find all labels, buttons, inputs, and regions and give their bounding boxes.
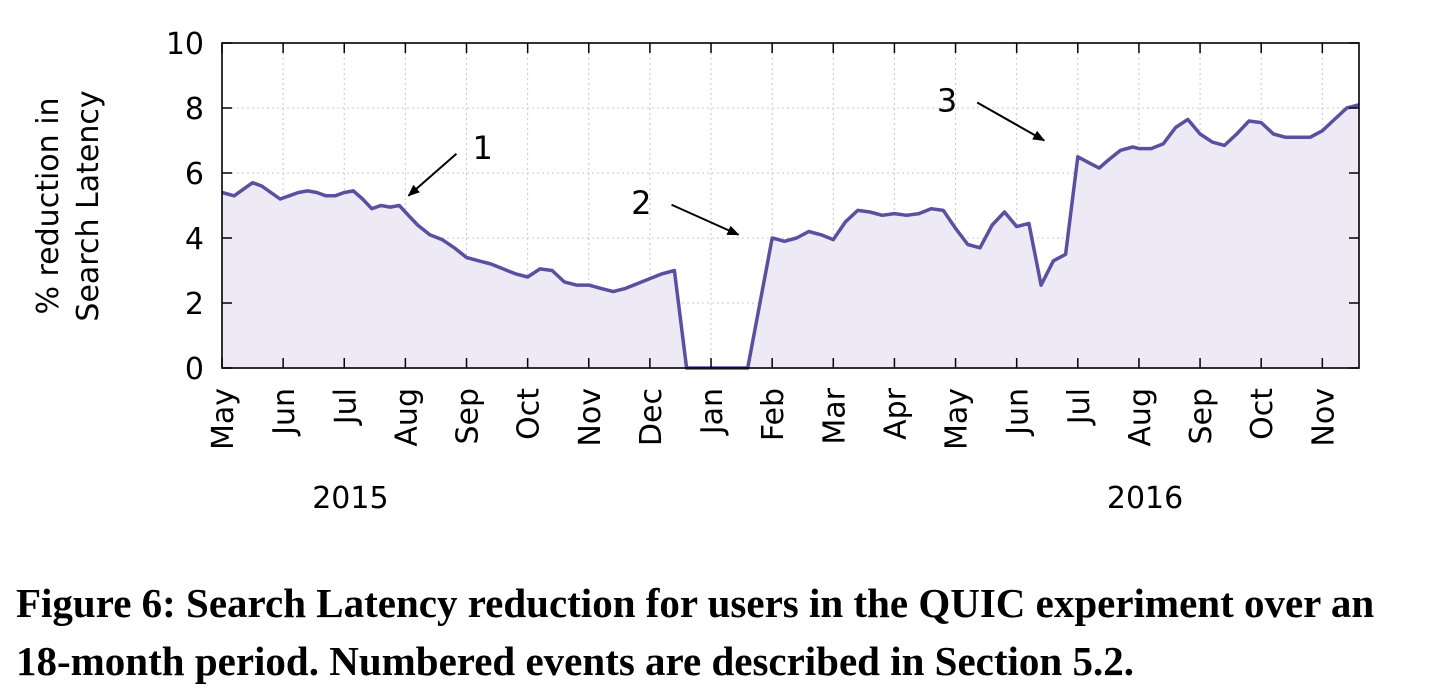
y-tick-label: 10 bbox=[166, 27, 204, 62]
annotation-arrow bbox=[671, 203, 740, 236]
x-tick-label: Oct bbox=[512, 388, 547, 440]
y-axis-label-line2: Search Latency bbox=[71, 90, 106, 321]
y-tick-label: 8 bbox=[185, 92, 204, 127]
x-tick-label: Sep bbox=[451, 388, 486, 445]
series-line bbox=[221, 103, 1360, 370]
x-tick-label: Mar bbox=[817, 387, 852, 444]
x-tick-label: Jun bbox=[1001, 388, 1036, 437]
x-tick-label: Feb bbox=[756, 388, 791, 441]
area-fill bbox=[222, 104, 1359, 369]
y-tick-label: 2 bbox=[185, 287, 204, 322]
x-tick-label: Jul bbox=[1062, 388, 1097, 426]
x-tick-label: May bbox=[940, 388, 975, 450]
x-tick-label: Jun bbox=[267, 388, 302, 437]
axis-ticks bbox=[221, 42, 1359, 369]
x-tick-label: Oct bbox=[1245, 388, 1280, 440]
x-tick-label: Aug bbox=[1123, 388, 1158, 447]
y-tick-label: 6 bbox=[185, 157, 204, 192]
x-tick-label: Jan bbox=[695, 388, 730, 436]
y-axis-label-line1: % reduction in bbox=[31, 97, 66, 314]
annotation-label: 1 bbox=[472, 129, 492, 167]
year-label: 2015 bbox=[312, 481, 388, 516]
annotation-label: 3 bbox=[937, 82, 957, 120]
x-tick-label: Nov bbox=[573, 388, 608, 447]
latency-chart: 0 2 4 6 8 10 May Jun Jul Aug Sep Oct Nov Dec Jan Feb Mar… bbox=[31, 27, 1360, 516]
plot-frame bbox=[221, 42, 1360, 369]
x-tick-label: Apr bbox=[878, 387, 913, 440]
year-label: 2016 bbox=[1107, 481, 1183, 516]
annotations: 1 2 3 bbox=[407, 82, 1046, 236]
annotation-arrow bbox=[976, 101, 1046, 142]
annotation-arrow bbox=[407, 152, 458, 197]
x-tick-label: Aug bbox=[389, 388, 424, 447]
y-tick-label: 0 bbox=[185, 352, 204, 387]
x-tick-label: Nov bbox=[1306, 388, 1341, 447]
x-tick-label: Jul bbox=[328, 388, 363, 426]
figure-caption: Figure 6: Search Latency reduction for u… bbox=[16, 580, 1375, 684]
annotation-label: 2 bbox=[631, 184, 651, 222]
x-tick-label: Dec bbox=[634, 388, 669, 446]
y-tick-label: 4 bbox=[185, 222, 204, 257]
x-tick-label: May bbox=[206, 388, 241, 450]
tick-labels: 0 2 4 6 8 10 May Jun Jul Aug Sep Oct Nov Dec Jan Feb Mar… bbox=[166, 27, 1342, 516]
x-tick-label: Sep bbox=[1184, 388, 1219, 445]
